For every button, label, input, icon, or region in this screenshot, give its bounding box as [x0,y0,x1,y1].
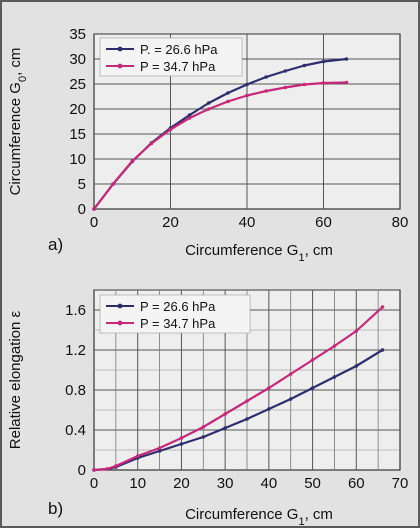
x-tick-label: 20 [173,475,190,492]
data-point [264,89,268,93]
x-tick-label: 40 [261,475,278,492]
data-point [201,435,206,439]
data-point [288,372,293,376]
data-point [149,141,154,146]
data-point [302,82,307,87]
y-tick-label: 15 [69,126,86,143]
data-point [179,436,184,440]
data-point [226,99,230,104]
y-tick-label: 0 [78,462,86,479]
data-point [187,116,192,120]
x-tick-label: 0 [90,214,98,231]
x-tick-label: 10 [129,475,146,492]
data-point [223,426,227,430]
y-tick-label: 35 [69,26,86,43]
x-tick-label: 50 [304,475,321,492]
y-tick-label: 30 [69,51,86,68]
x-tick-label: 70 [392,475,409,492]
legend-marker [117,63,123,69]
data-point [267,407,271,411]
y-tick-label: 20 [69,101,86,118]
data-point [157,449,162,453]
x-tick-label: 0 [90,475,98,492]
x-tick-label: 60 [315,214,332,231]
x-axis-title: Circumference G1, cm [185,506,333,528]
data-point [264,75,268,79]
data-point [332,344,337,348]
legend-label: P. = 26.6 hPa [140,42,218,57]
data-point [179,442,184,446]
x-tick-label: 80 [392,214,409,231]
data-point [187,113,192,117]
data-point [310,386,315,390]
data-point [267,386,271,390]
x-tick-label: 60 [348,475,365,492]
x-tick-label: 40 [239,214,256,231]
data-point [245,82,249,87]
data-point [344,57,349,61]
y-tick-label: 25 [69,76,86,93]
y-tick-label: 10 [69,151,86,168]
chart-panel-b: 0 0.4 0.8 1.2 1.6 0 10 20 30 40 50 60 70 P = 26.6 hPa… [7,289,409,528]
x-tick-label: 20 [162,214,179,231]
chart-panel-a: 0 5 10 15 20 25 30 35 0 20 40 60 80 P. = 26.6 hPa P = … [7,26,408,264]
y-tick-label: 0 [78,201,86,218]
data-point [111,182,115,186]
data-point [168,127,173,132]
data-point [206,101,211,105]
data-point [135,454,140,458]
series-line-2 [93,81,347,210]
data-point [288,397,293,401]
y-tick-label: 1.2 [65,342,86,359]
data-point [201,425,206,429]
legend-box [99,294,251,334]
y-axis-title: Relative elongation ε [7,310,24,449]
data-point [354,329,359,333]
data-point [92,207,96,211]
legend-marker [117,303,123,309]
panel-label: b) [48,499,63,518]
legend-label: P = 34.7 hPa [140,316,216,331]
y-axis-title: Circumference G0, cm [7,48,29,196]
data-point [332,375,337,379]
data-point [310,358,315,362]
data-point [302,63,307,68]
y-tick-label: 0.8 [65,382,86,399]
legend-marker [117,320,123,326]
data-point [223,412,227,416]
legend-box [99,37,243,77]
data-point [157,446,162,450]
x-axis-title: Circumference G1, cm [185,242,333,264]
y-tick-label: 0.4 [65,422,86,439]
data-point [380,305,385,309]
x-tick-label: 30 [217,475,234,492]
data-point [245,93,249,98]
data-point [344,80,349,85]
data-point [245,417,249,421]
legend-label: P = 26.6 hPa [140,299,216,314]
data-point [380,348,385,352]
data-point [92,468,96,472]
data-point [105,467,109,471]
y-tick-label: 1.6 [65,302,86,319]
data-point [226,91,230,95]
data-point [354,364,359,368]
legend-marker [117,46,123,52]
data-point [245,399,249,403]
legend-label: P = 34.7 hPa [140,59,216,74]
data-point [321,59,326,64]
data-point [321,81,326,85]
data-point [206,107,211,111]
data-point [114,464,118,468]
data-point [283,69,288,73]
y-tick-label: 5 [78,176,86,193]
data-point [283,85,288,90]
panel-label: a) [48,235,63,254]
data-point [130,159,135,163]
